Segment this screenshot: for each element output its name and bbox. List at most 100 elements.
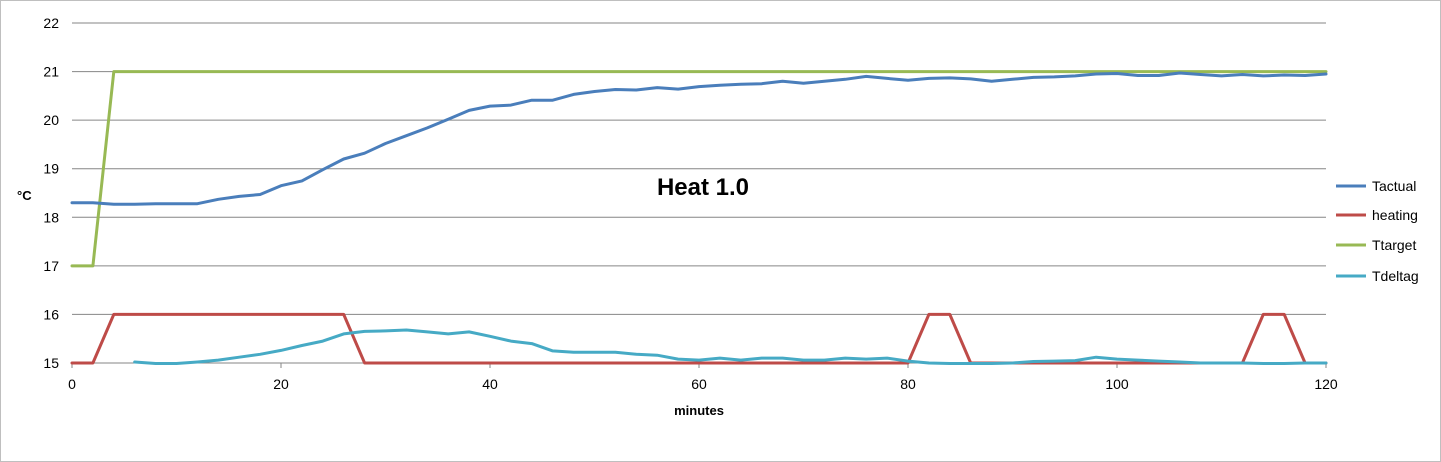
data-point-ttarget [489, 70, 491, 73]
y-tick-label: 16 [43, 306, 59, 322]
data-point-heating [698, 362, 700, 364]
data-point-ttarget [113, 70, 115, 73]
data-point-tdeltag [468, 331, 470, 333]
data-point-tdeltag [342, 333, 345, 335]
data-point-tactual [1032, 76, 1035, 79]
data-point-tdeltag [781, 357, 784, 359]
data-point-tdeltag [154, 362, 157, 365]
data-point-tactual [551, 99, 554, 101]
data-point-heating [238, 313, 240, 316]
x-tick-label: 60 [691, 376, 707, 392]
data-point-tactual [1199, 73, 1202, 76]
series-ttarget [70, 70, 1328, 268]
x-tick-label: 0 [68, 376, 76, 392]
data-point-tdeltag [1116, 358, 1118, 360]
data-point-tactual [113, 203, 115, 205]
data-point-tdeltag [1262, 362, 1265, 365]
data-point-tdeltag [1325, 362, 1327, 364]
data-point-ttarget [280, 70, 282, 73]
data-point-tdeltag [740, 359, 742, 361]
x-tick-label: 40 [482, 376, 498, 392]
data-point-tactual [990, 80, 993, 83]
data-point-heating [301, 313, 303, 316]
data-point-tdeltag [510, 340, 512, 342]
data-point-tdeltag [196, 361, 199, 363]
data-point-tdeltag [259, 353, 261, 356]
data-point-tactual [196, 202, 199, 205]
data-point-heating [280, 313, 282, 316]
x-tick-label: 100 [1105, 376, 1129, 392]
data-point-tactual [342, 158, 345, 160]
data-point-tdeltag [551, 350, 554, 352]
y-tick-label: 15 [43, 355, 59, 371]
data-point-tdeltag [1283, 362, 1285, 365]
data-point-tactual [280, 184, 282, 187]
data-point-heating [802, 362, 805, 364]
legend: Tactual heating Ttarget Tdeltag [1336, 178, 1419, 284]
data-point-heating [949, 313, 951, 316]
data-point-ttarget [1116, 70, 1118, 73]
data-point-tactual [1178, 72, 1181, 74]
data-point-tactual [928, 77, 930, 80]
data-point-tdeltag [760, 357, 763, 359]
data-point-tdeltag [1053, 360, 1056, 362]
data-point-heating [196, 313, 199, 316]
data-point-tdeltag [635, 353, 638, 356]
data-point-tactual [719, 84, 721, 86]
data-point-tdeltag [322, 340, 324, 342]
data-point-ttarget [907, 70, 909, 73]
data-point-tdeltag [677, 358, 679, 360]
data-point-heating [593, 362, 596, 364]
data-point-tactual [656, 86, 658, 89]
data-point-tdeltag [301, 344, 303, 347]
data-point-tactual [865, 75, 867, 78]
data-point-tdeltag [949, 362, 951, 365]
data-point-tdeltag [363, 330, 366, 333]
data-point-tactual [1325, 73, 1327, 75]
data-point-heating [1283, 313, 1285, 316]
data-point-tactual [844, 78, 847, 81]
data-point-heating [154, 313, 157, 316]
data-point-tdeltag [531, 342, 533, 345]
data-point-heating [113, 313, 115, 316]
data-point-tactual [677, 88, 679, 90]
y-tick-label: 17 [43, 258, 59, 274]
series-line-ttarget [70, 70, 1328, 268]
legend-label-heating: heating [1372, 207, 1418, 223]
data-point-tactual [217, 198, 220, 201]
data-point-tactual [1053, 76, 1056, 78]
chart-annotation: Heat 1.0 [657, 174, 749, 201]
y-tick-label: 18 [43, 209, 59, 225]
data-point-tactual [175, 202, 178, 205]
data-point-tactual [1283, 74, 1285, 76]
data-point-tactual [133, 203, 136, 205]
data-point-tdeltag [865, 358, 867, 360]
y-axis-label: °C [17, 188, 32, 203]
data-point-tactual [1011, 78, 1014, 81]
data-point-heating [384, 362, 387, 364]
data-point-heating [1116, 362, 1118, 364]
y-tick-label: 19 [43, 161, 59, 177]
data-point-tdeltag [1241, 362, 1244, 364]
data-point-tactual [384, 142, 387, 145]
data-point-tactual [886, 77, 888, 80]
data-point-tdeltag [572, 351, 575, 354]
data-point-tdeltag [1220, 362, 1223, 364]
data-point-tactual [426, 127, 429, 129]
data-point-tactual [1116, 72, 1118, 75]
data-point-tdeltag [1074, 359, 1076, 362]
data-point-tactual [1137, 74, 1139, 77]
data-point-tactual [635, 89, 638, 91]
data-point-tactual [301, 180, 303, 182]
y-tick-label: 22 [43, 15, 59, 31]
data-point-tactual [1158, 74, 1160, 77]
data-point-tdeltag [907, 360, 909, 362]
data-point-tdeltag [280, 349, 282, 352]
data-point-ttarget [1325, 70, 1327, 73]
data-point-tactual [949, 77, 951, 79]
y-axis-ticks: 15 16 17 18 19 20 21 22 [43, 15, 59, 371]
data-point-tactual [238, 195, 240, 198]
data-point-tactual [71, 201, 73, 204]
data-point-heating [1262, 313, 1265, 316]
data-point-tactual [154, 202, 157, 205]
